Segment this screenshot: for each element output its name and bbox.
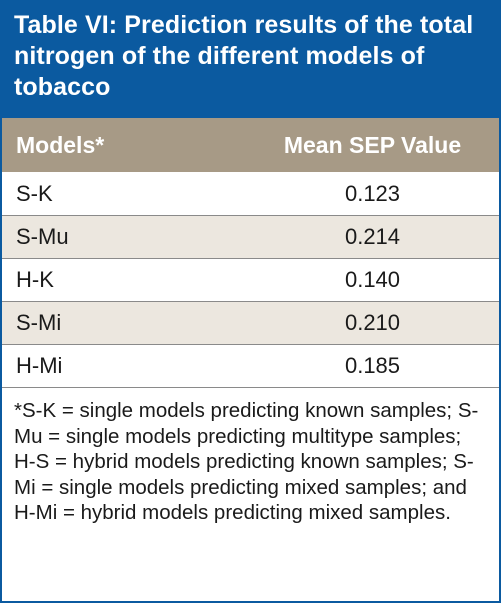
row-model: S-Mi bbox=[16, 310, 62, 335]
row-value: 0.123 bbox=[344, 180, 401, 206]
table-header-row: Models* Mean SEP Value bbox=[2, 118, 499, 172]
row-value: 0.185 bbox=[344, 353, 401, 378]
table-row: H-K 0.140 bbox=[2, 258, 499, 301]
row-model: S-K bbox=[16, 180, 53, 206]
table-row: S-K 0.123 bbox=[2, 172, 499, 215]
table-title-bar: Table VI: Prediction results of the tota… bbox=[2, 2, 499, 118]
row-value: 0.210 bbox=[344, 310, 401, 335]
table-row: S-Mi 0.210 bbox=[2, 301, 499, 344]
row-model: H-K bbox=[16, 267, 54, 292]
row-model: S-Mu bbox=[16, 224, 69, 249]
table-title: Table VI: Prediction results of the tota… bbox=[14, 11, 474, 101]
row-value: 0.140 bbox=[344, 267, 401, 292]
row-model: H-Mi bbox=[16, 353, 63, 378]
table-footnote: *S-K = single models predicting known sa… bbox=[2, 387, 499, 526]
table-row: H-Mi 0.185 bbox=[2, 344, 499, 387]
table-row: S-Mu 0.214 bbox=[2, 215, 499, 258]
header-mean-sep: Mean SEP Value bbox=[283, 131, 462, 158]
header-models: Models* bbox=[16, 131, 105, 158]
row-value: 0.214 bbox=[344, 224, 401, 249]
